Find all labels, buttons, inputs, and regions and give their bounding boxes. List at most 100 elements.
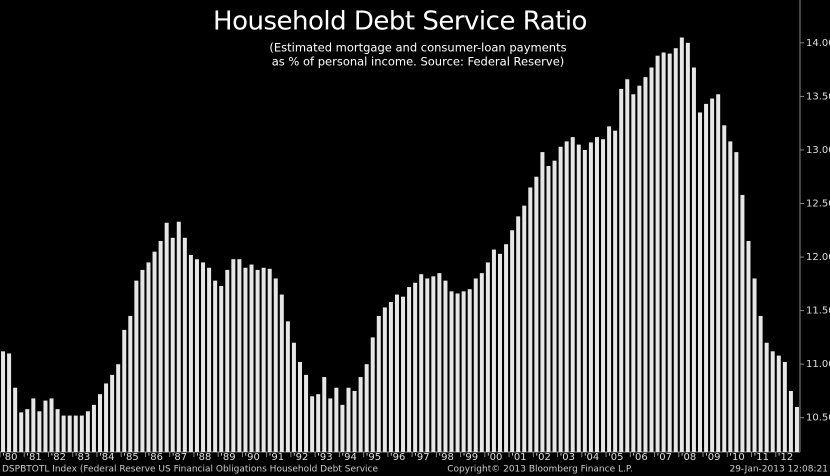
bar [213, 280, 218, 452]
x-tick-label: '91 [269, 452, 284, 463]
x-tick-label: '90 [244, 452, 259, 463]
bar [540, 152, 545, 452]
bar [279, 294, 284, 452]
bar [564, 141, 569, 452]
bar [43, 400, 48, 452]
bar [25, 409, 30, 452]
bar [128, 315, 133, 452]
bar [534, 176, 539, 452]
bar [164, 222, 169, 452]
x-tick-label: '85 [123, 452, 138, 463]
bar [394, 294, 399, 452]
bar [1, 351, 6, 452]
y-tick-label: 12.50 [806, 199, 830, 210]
bar [207, 267, 212, 452]
bar [110, 374, 115, 452]
bar [49, 398, 54, 452]
bar [467, 289, 472, 452]
bar [667, 53, 672, 452]
x-tick-label: '12 [778, 452, 793, 463]
bar [516, 216, 521, 452]
bar [552, 160, 557, 452]
bar [461, 291, 466, 452]
chart-title: Household Debt Service Ratio [213, 7, 587, 37]
bar [267, 268, 272, 452]
bar [116, 364, 121, 452]
bar [334, 387, 339, 452]
bar [728, 141, 733, 452]
bar [104, 383, 109, 452]
bar [498, 253, 502, 452]
bar [770, 351, 775, 452]
x-tick-label: '99 [463, 452, 478, 463]
bar [485, 262, 490, 452]
bar [55, 409, 60, 452]
x-tick-label: '02 [535, 452, 550, 463]
y-tick-label: 11.00 [806, 359, 830, 370]
bar [685, 42, 690, 453]
bar [13, 387, 18, 452]
bar [407, 287, 412, 452]
bar [352, 390, 357, 452]
bar [346, 387, 351, 452]
bar [376, 315, 381, 452]
bar [607, 126, 612, 453]
y-tick-label: 13.00 [806, 145, 830, 156]
bar [122, 329, 127, 452]
bar [401, 296, 406, 452]
bar [449, 291, 454, 452]
bar [504, 244, 509, 452]
bar [734, 152, 739, 452]
bar [255, 269, 260, 452]
bar [176, 221, 181, 452]
bar [788, 390, 793, 452]
x-tick-label: '09 [705, 452, 720, 463]
bar [704, 103, 709, 452]
bar [322, 377, 327, 452]
bar [219, 285, 224, 452]
bar [261, 267, 266, 452]
bar [91, 404, 96, 452]
bar [558, 146, 563, 453]
x-tick-label: '83 [75, 452, 90, 463]
bar [679, 37, 684, 452]
y-tick-label: 10.50 [806, 413, 830, 424]
bar [134, 280, 139, 452]
bar [782, 362, 787, 452]
bar [61, 415, 66, 452]
bar [740, 194, 745, 452]
bar [443, 280, 448, 452]
x-tick-label: '08 [681, 452, 696, 463]
bar [31, 398, 36, 452]
footer-right: 29-Jan-2013 12:08:21 [729, 465, 828, 475]
bar [528, 187, 533, 452]
bar [601, 139, 606, 452]
bar [522, 205, 527, 452]
bar [491, 249, 496, 452]
bar [7, 353, 12, 452]
bar [358, 377, 363, 452]
bar [419, 274, 424, 452]
bar [425, 278, 430, 452]
bar [758, 315, 763, 452]
bar [158, 240, 163, 452]
bar [328, 398, 333, 452]
x-tick-label: '81 [26, 452, 41, 463]
bar [140, 269, 145, 452]
bar [582, 149, 587, 452]
subtitle: (Estimated mortgage and consumer-loan pa… [269, 41, 566, 55]
bar [752, 278, 757, 452]
bar [716, 94, 721, 452]
bar [510, 230, 515, 452]
x-tick-label: '05 [608, 452, 623, 463]
bar [291, 342, 296, 452]
x-tick-label: '86 [147, 452, 162, 463]
y-tick-label: 11.50 [806, 306, 830, 317]
bar [182, 237, 187, 452]
subtitle: as % of personal income. Source: Federal… [272, 55, 565, 69]
bar [746, 240, 751, 452]
bar [316, 394, 321, 452]
bar [249, 264, 254, 452]
bar [237, 259, 242, 452]
